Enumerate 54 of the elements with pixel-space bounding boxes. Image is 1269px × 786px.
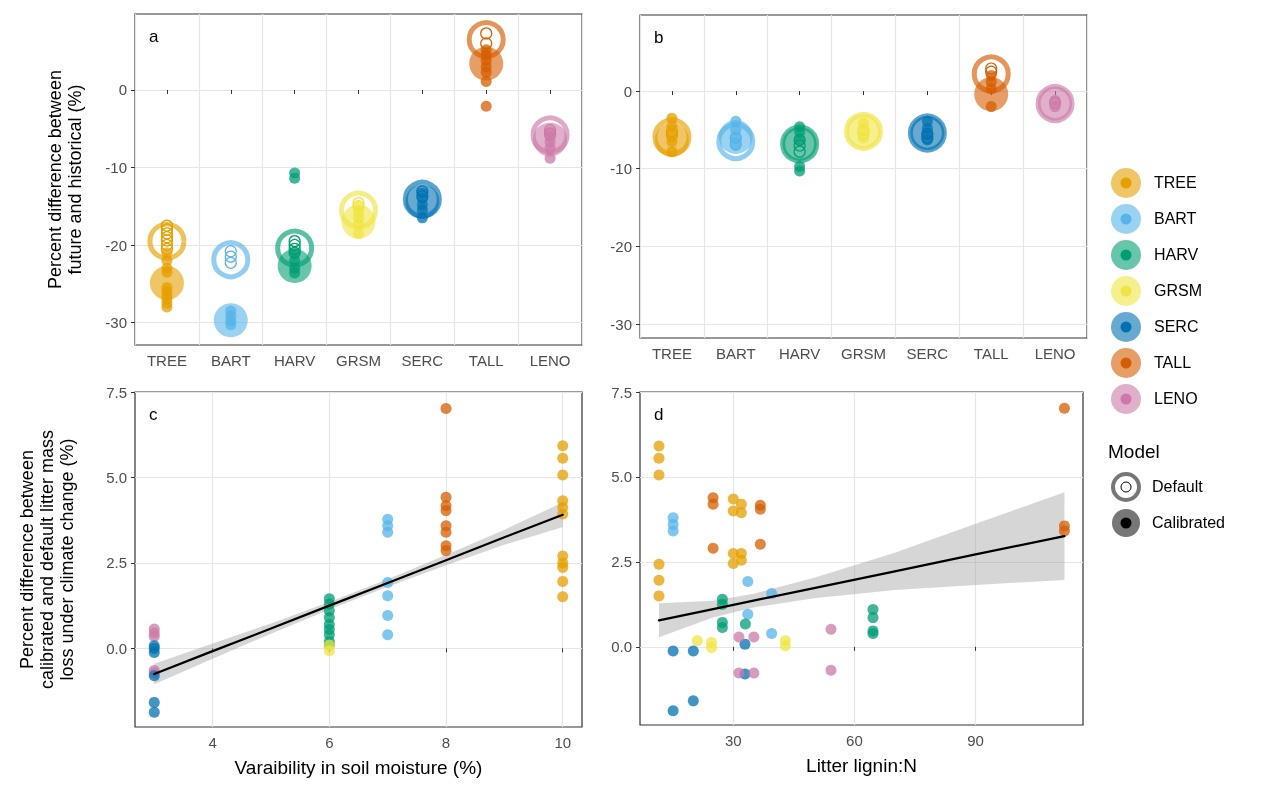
y-tick-label: 5.0 bbox=[611, 468, 632, 486]
x-axis-title: Varaibility in soil moisture (%) bbox=[234, 756, 483, 778]
y-axis-title: Percent difference between future and historical (%) bbox=[45, 70, 85, 289]
x-tick-label: 30 bbox=[724, 732, 742, 749]
y-tick-label: -30 bbox=[610, 315, 632, 333]
annotation: a bbox=[149, 27, 159, 46]
text: Default bbox=[1152, 478, 1203, 496]
x-tick-label: LENO bbox=[1034, 345, 1076, 362]
category-label: GRSM bbox=[1154, 282, 1202, 299]
legend-title: Model bbox=[1108, 441, 1161, 463]
x-tick-label: HARV bbox=[778, 345, 821, 362]
x-tick-label: BART bbox=[210, 352, 251, 369]
y-tick-label: 0.0 bbox=[106, 639, 127, 657]
x-tick-label: LENO bbox=[529, 352, 571, 369]
x-tick-label: HARV bbox=[273, 352, 316, 369]
x-tick-label: TREE bbox=[651, 345, 692, 362]
y-tick-label: 5.0 bbox=[106, 468, 127, 486]
y-tick-label: 7.5 bbox=[106, 383, 127, 401]
y-tick-label: 0 bbox=[623, 82, 632, 100]
text: Calibrated bbox=[1152, 514, 1225, 532]
x-tick-label: 4 bbox=[208, 734, 217, 751]
annotation: b bbox=[654, 28, 664, 47]
category-label: SERC bbox=[1154, 318, 1199, 335]
annotation: c bbox=[149, 405, 158, 424]
x-tick-label: GRSM bbox=[841, 345, 886, 362]
y-tick-label: 0 bbox=[118, 81, 127, 99]
x-tick-label: TREE bbox=[146, 352, 187, 369]
x-tick-label: 8 bbox=[441, 734, 451, 751]
y-tick-label: 2.5 bbox=[611, 553, 632, 571]
x-tick-label: GRSM bbox=[336, 352, 381, 369]
x-tick-label: 60 bbox=[846, 732, 863, 749]
x-tick-label: SERC bbox=[401, 352, 444, 369]
y-tick-label: 2.5 bbox=[106, 554, 127, 572]
y-tick-label: -10 bbox=[610, 160, 632, 178]
annotation: d bbox=[654, 405, 664, 424]
y-tick-label: -10 bbox=[105, 158, 127, 176]
y-tick-label: 0.0 bbox=[611, 638, 632, 656]
category-label: HARV bbox=[1154, 246, 1199, 263]
y-tick-label: -20 bbox=[610, 237, 632, 255]
category-label: BART bbox=[1154, 210, 1197, 227]
x-tick-label: TALL bbox=[973, 345, 1009, 362]
category-label: LENO bbox=[1154, 390, 1198, 407]
y-axis-title: Percent difference between calibrated and default litter mass loss under climate change (%) bbox=[17, 429, 77, 690]
x-tick-label: TALL bbox=[468, 352, 504, 369]
x-tick-label: BART bbox=[715, 345, 756, 362]
category-label: TREE bbox=[1154, 174, 1197, 191]
y-tick-label: 7.5 bbox=[611, 383, 632, 401]
x-tick-label: 6 bbox=[325, 734, 334, 751]
x-tick-label: 90 bbox=[967, 732, 984, 749]
x-tick-label: 10 bbox=[554, 734, 572, 751]
y-tick-label: -30 bbox=[105, 314, 127, 332]
x-tick-label: SERC bbox=[906, 345, 949, 362]
y-tick-label: -20 bbox=[105, 236, 127, 254]
x-axis-title: Litter lignin:N bbox=[806, 754, 917, 776]
